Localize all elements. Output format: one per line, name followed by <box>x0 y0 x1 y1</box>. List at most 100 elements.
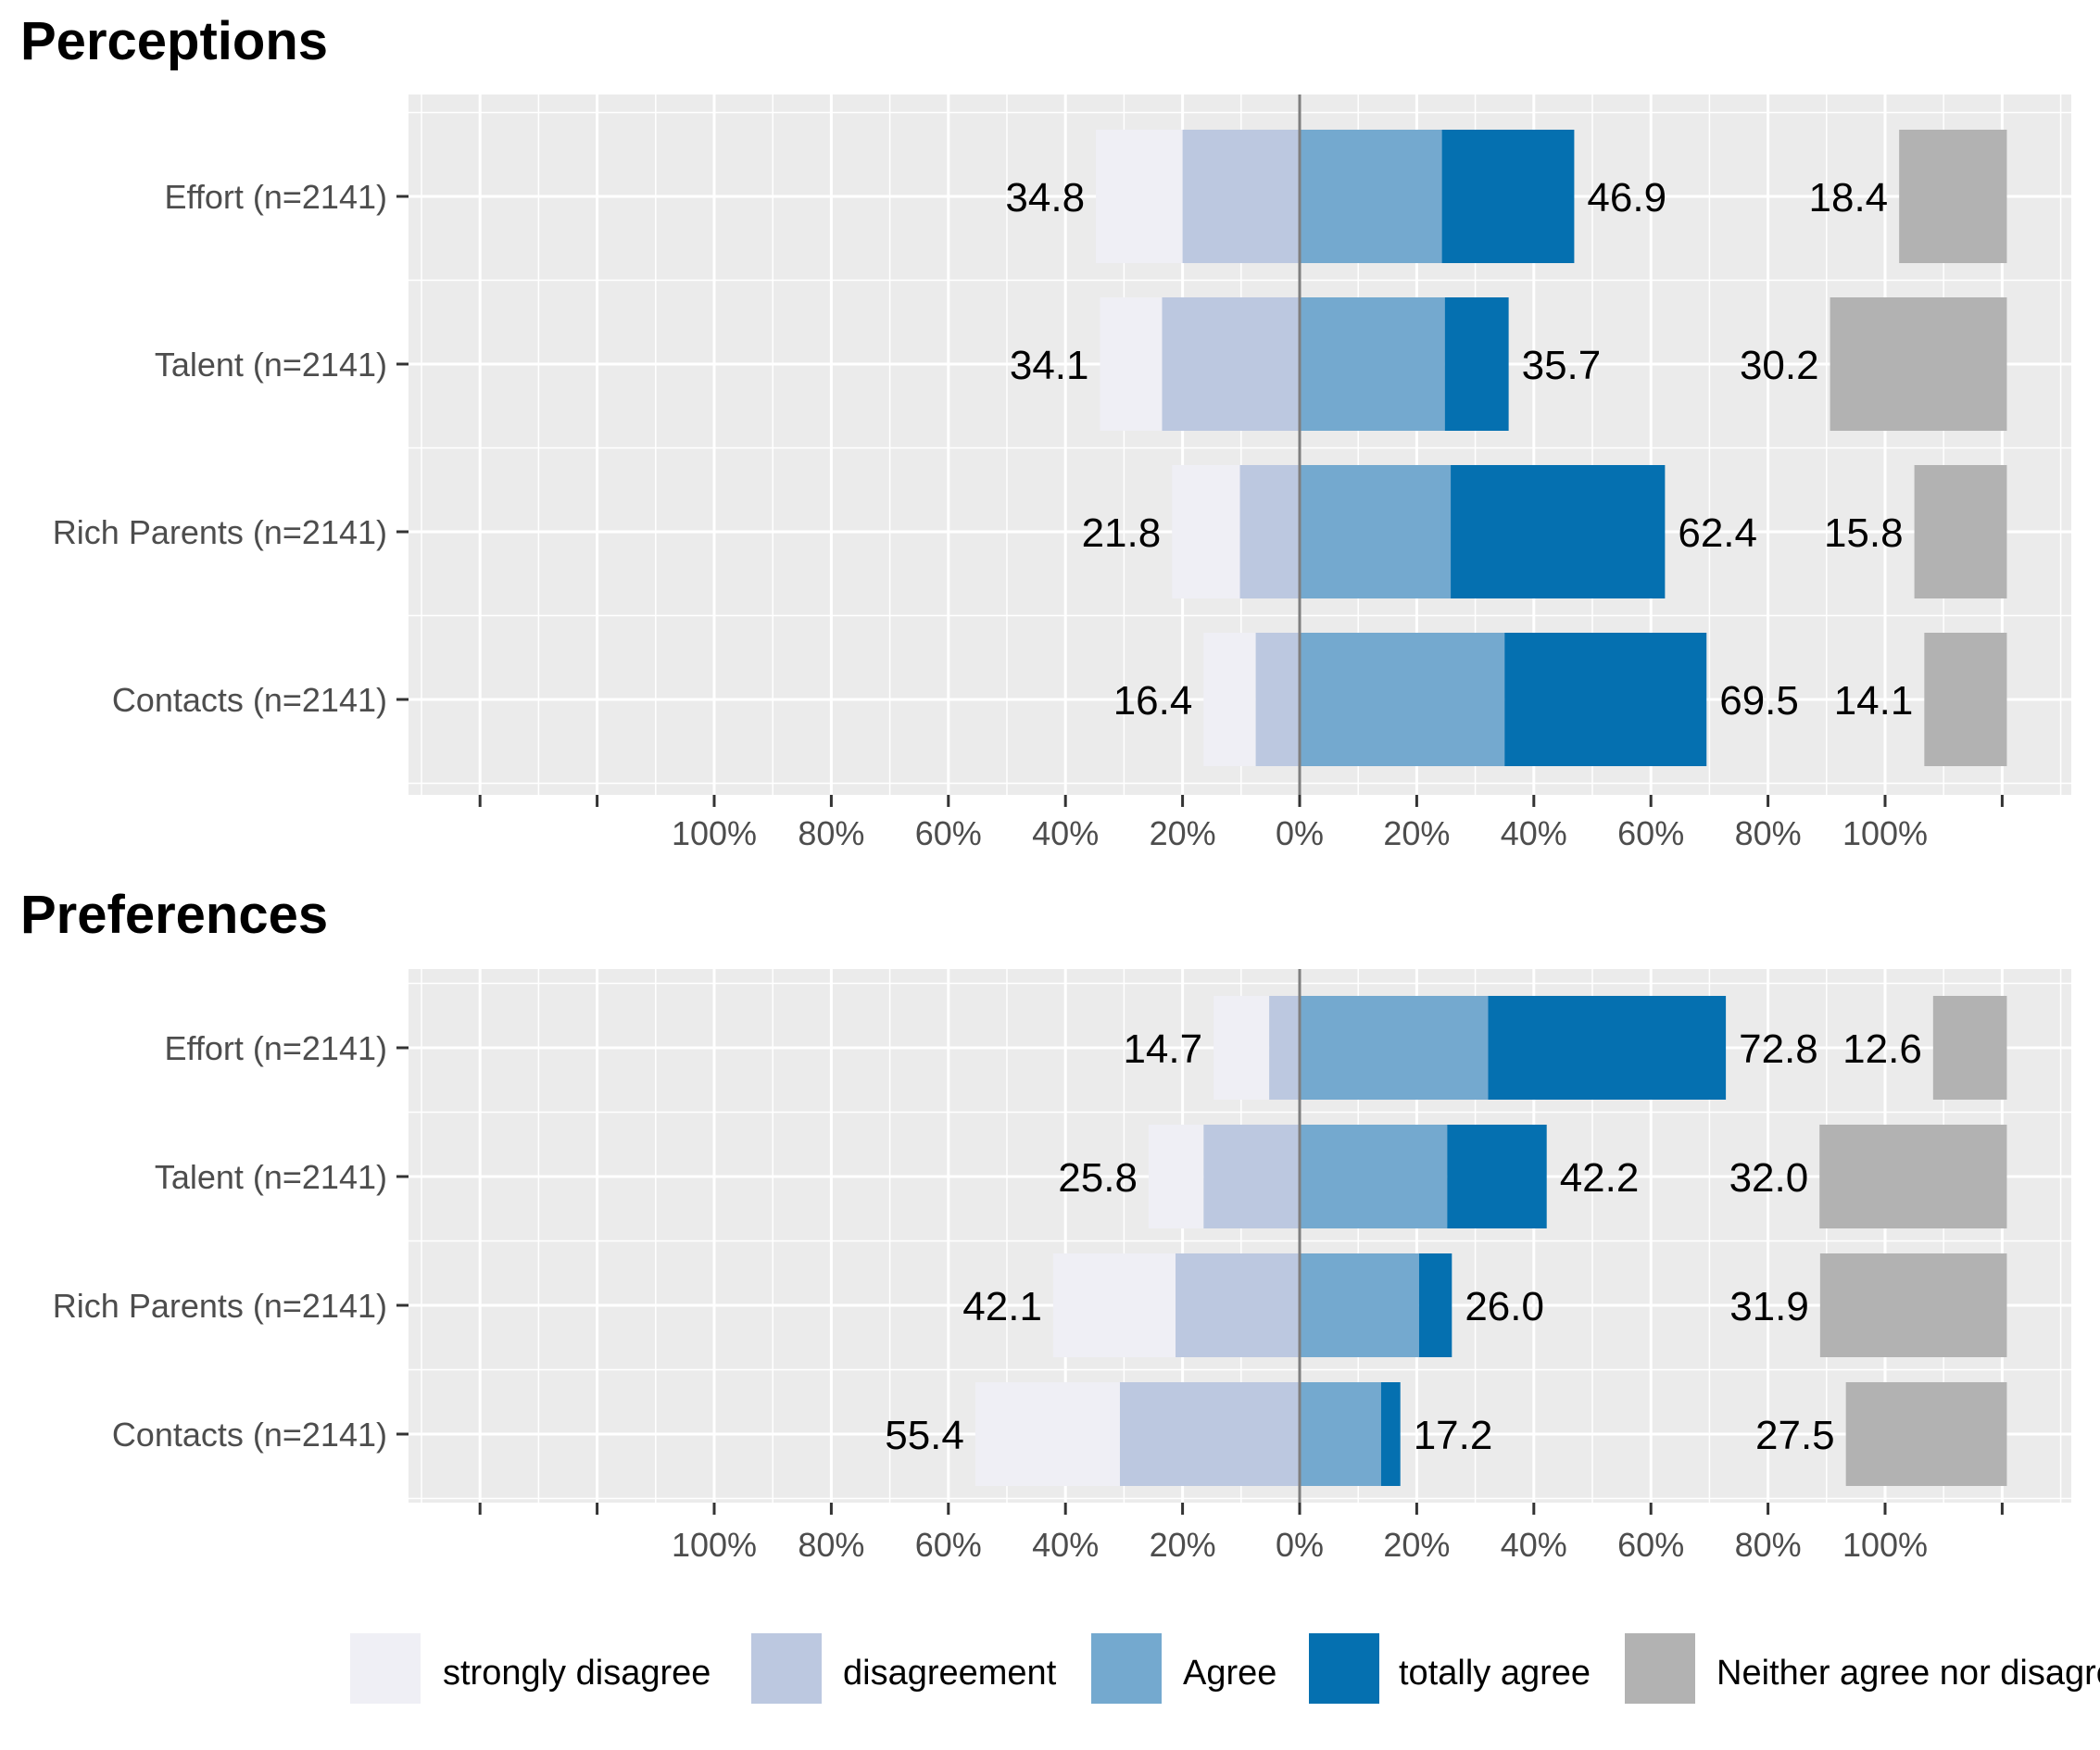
disagree-total-label: 55.4 <box>885 1413 964 1458</box>
bar-strongly-disagree <box>1100 297 1163 431</box>
x-tick-label: 40% <box>1032 814 1099 852</box>
category-label: Effort (n=2141) <box>165 178 388 216</box>
disagree-total-label: 34.8 <box>1005 175 1085 220</box>
legend-key-totally-agree <box>1309 1633 1379 1704</box>
legend-key-strongly-disagree <box>350 1633 421 1704</box>
bar-disagreement <box>1269 996 1300 1100</box>
x-tick-label: 40% <box>1032 1526 1099 1564</box>
legend-key-agree <box>1091 1633 1162 1704</box>
legend-label: totally agree <box>1399 1654 1591 1693</box>
bar-totally-agree <box>1444 297 1509 431</box>
x-tick-label: 60% <box>1617 1526 1684 1564</box>
category-label: Contacts (n=2141) <box>112 1416 387 1454</box>
x-tick-label: 100% <box>1842 814 1928 852</box>
agree-total-label: 46.9 <box>1587 175 1666 220</box>
x-tick-label: 20% <box>1150 1526 1216 1564</box>
x-tick-label: 100% <box>672 1526 757 1564</box>
x-tick-label: 100% <box>1842 1526 1928 1564</box>
x-tick-label: 0% <box>1276 814 1324 852</box>
legend-key-disagreement <box>751 1633 822 1704</box>
x-tick-label: 20% <box>1150 814 1216 852</box>
bar-disagreement <box>1119 1382 1300 1486</box>
agree-total-label: 26.0 <box>1465 1284 1544 1329</box>
agree-total-label: 72.8 <box>1739 1026 1818 1072</box>
neutral-label: 32.0 <box>1729 1155 1809 1201</box>
bar-agree <box>1300 1382 1381 1486</box>
category-label: Rich Parents (n=2141) <box>53 1287 387 1325</box>
neutral-label: 30.2 <box>1740 343 1819 388</box>
category-label: Contacts (n=2141) <box>112 681 387 719</box>
neutral-label: 15.8 <box>1824 510 1904 556</box>
disagree-total-label: 25.8 <box>1058 1155 1138 1201</box>
bar-strongly-disagree <box>1148 1125 1204 1228</box>
x-tick-label: 80% <box>1735 1526 1802 1564</box>
bar-disagreement <box>1255 633 1300 766</box>
bar-strongly-disagree <box>975 1382 1120 1486</box>
legend-label: Agree <box>1183 1654 1276 1693</box>
bar-agree <box>1300 1125 1448 1228</box>
bar-neutral <box>1899 130 2007 263</box>
bar-neutral <box>1932 996 2007 1100</box>
bar-agree <box>1300 1253 1419 1357</box>
agree-total-label: 69.5 <box>1719 678 1799 724</box>
x-tick-label: 80% <box>798 1526 864 1564</box>
disagree-total-label: 42.1 <box>962 1284 1042 1329</box>
agree-total-label: 42.2 <box>1560 1155 1640 1201</box>
x-tick-label: 60% <box>915 1526 982 1564</box>
x-tick-label: 20% <box>1383 814 1450 852</box>
x-tick-label: 80% <box>1735 814 1802 852</box>
category-label: Rich Parents (n=2141) <box>53 513 387 551</box>
bar-disagreement <box>1176 1253 1300 1357</box>
agree-total-label: 62.4 <box>1678 510 1757 556</box>
panel-title: Perceptions <box>20 11 328 71</box>
x-tick-label: 20% <box>1383 1526 1450 1564</box>
x-tick-label: 40% <box>1501 814 1567 852</box>
category-label: Talent (n=2141) <box>155 1158 387 1196</box>
bar-disagreement <box>1182 130 1300 263</box>
legend-label: strongly disagree <box>443 1654 710 1693</box>
x-tick-label: 100% <box>672 814 757 852</box>
disagree-total-label: 16.4 <box>1113 678 1193 724</box>
bar-agree <box>1300 996 1489 1100</box>
bar-neutral <box>1819 1125 2007 1228</box>
bar-totally-agree <box>1451 465 1666 598</box>
legend-key-neither-agree-nor-disagree <box>1625 1633 1695 1704</box>
legend-label: disagreement <box>843 1654 1057 1693</box>
bar-neutral <box>1914 465 2007 598</box>
bar-totally-agree <box>1447 1125 1547 1228</box>
bar-neutral <box>1845 1382 2007 1486</box>
agree-total-label: 17.2 <box>1414 1413 1493 1458</box>
bar-disagreement <box>1239 465 1300 598</box>
neutral-label: 31.9 <box>1729 1284 1809 1329</box>
bar-agree <box>1300 633 1505 766</box>
bar-strongly-disagree <box>1052 1253 1176 1357</box>
bar-agree <box>1300 465 1452 598</box>
panel-title: Preferences <box>20 885 328 945</box>
disagree-total-label: 14.7 <box>1123 1026 1202 1072</box>
bar-strongly-disagree <box>1203 633 1256 766</box>
bar-neutral <box>1819 1253 2007 1357</box>
neutral-label: 27.5 <box>1755 1413 1835 1458</box>
neutral-label: 12.6 <box>1842 1026 1922 1072</box>
bar-strongly-disagree <box>1096 130 1183 263</box>
disagree-total-label: 21.8 <box>1082 510 1162 556</box>
bar-neutral <box>1830 297 2007 431</box>
bar-disagreement <box>1203 1125 1300 1228</box>
x-tick-label: 0% <box>1276 1526 1324 1564</box>
neutral-label: 18.4 <box>1809 175 1889 220</box>
category-label: Talent (n=2141) <box>155 346 387 384</box>
bar-totally-agree <box>1488 996 1727 1100</box>
bar-agree <box>1300 130 1442 263</box>
neutral-label: 14.1 <box>1834 678 1914 724</box>
x-tick-label: 80% <box>798 814 864 852</box>
agree-total-label: 35.7 <box>1522 343 1602 388</box>
category-label: Effort (n=2141) <box>165 1029 388 1067</box>
x-tick-label: 40% <box>1501 1526 1567 1564</box>
bar-strongly-disagree <box>1213 996 1270 1100</box>
legend-label: Neither agree nor disagree <box>1716 1654 2100 1693</box>
x-tick-label: 60% <box>915 814 982 852</box>
bar-agree <box>1300 297 1445 431</box>
bar-disagreement <box>1162 297 1300 431</box>
bar-strongly-disagree <box>1172 465 1240 598</box>
